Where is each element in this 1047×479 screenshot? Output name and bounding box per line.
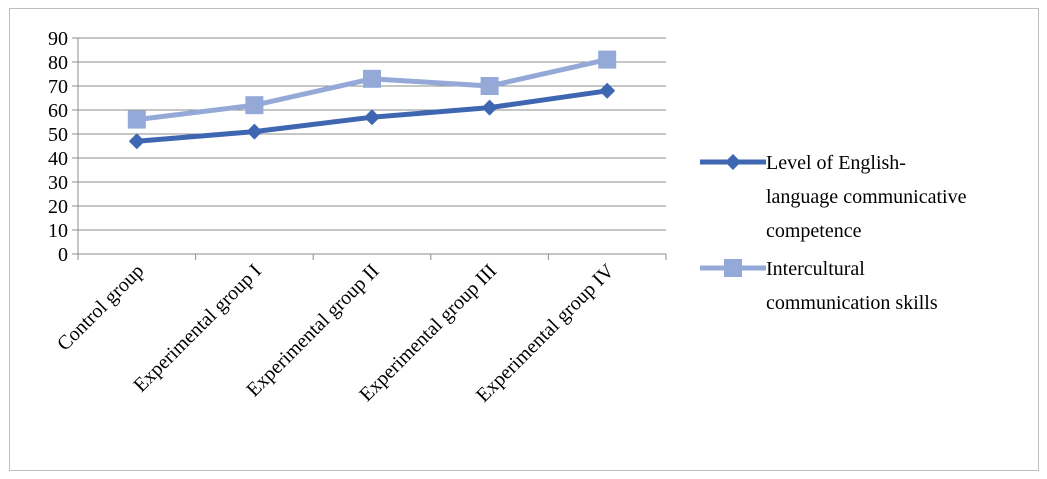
data-point [363,69,381,88]
y-tick-label: 0 [58,244,68,266]
series-2 [127,50,617,129]
legend-label: Level of English-language communicative c… [766,152,967,242]
data-point [725,154,741,170]
legend-entry-1: Level of English-language communicative c… [700,152,967,242]
y-tick-label: 60 [48,100,68,122]
y-tick-label: 40 [48,148,68,170]
axes [72,37,667,260]
legend-label: Intercultural communication skills [766,258,938,314]
legend-label-line: Level of English- [766,152,906,174]
data-point [724,259,742,277]
x-tick-label: Experimental group I [129,260,266,397]
x-tick-label: Experimental group II [242,260,383,401]
y-tick-label: 50 [48,124,68,146]
y-tick-label: 20 [48,196,68,218]
y-tick-label: 30 [48,172,68,194]
legend-label-line: competence [766,220,862,242]
series-lines [127,50,617,150]
data-point [598,50,617,69]
legend-entry-2: Intercultural communication skills [700,258,938,314]
data-point [599,82,616,99]
y-tick-label: 10 [48,220,68,242]
series-1 [128,82,616,150]
legend-label-line: communication skills [766,292,938,314]
data-point [481,99,498,116]
chart-frame [9,8,1039,471]
data-point [128,133,145,150]
x-tick-label: Control group [53,260,148,355]
y-tick-label: 90 [48,28,68,50]
y-tick-label: 80 [48,52,68,74]
legend: Level of English-language communicative c… [700,152,967,314]
legend-label-line: language communicative [766,186,967,208]
y-tick-label: 70 [48,76,68,98]
data-point [480,77,499,95]
data-point [127,110,146,129]
legend-label-line: Intercultural [766,258,865,280]
data-point [246,123,263,140]
data-point [364,109,380,126]
data-point [245,96,264,115]
